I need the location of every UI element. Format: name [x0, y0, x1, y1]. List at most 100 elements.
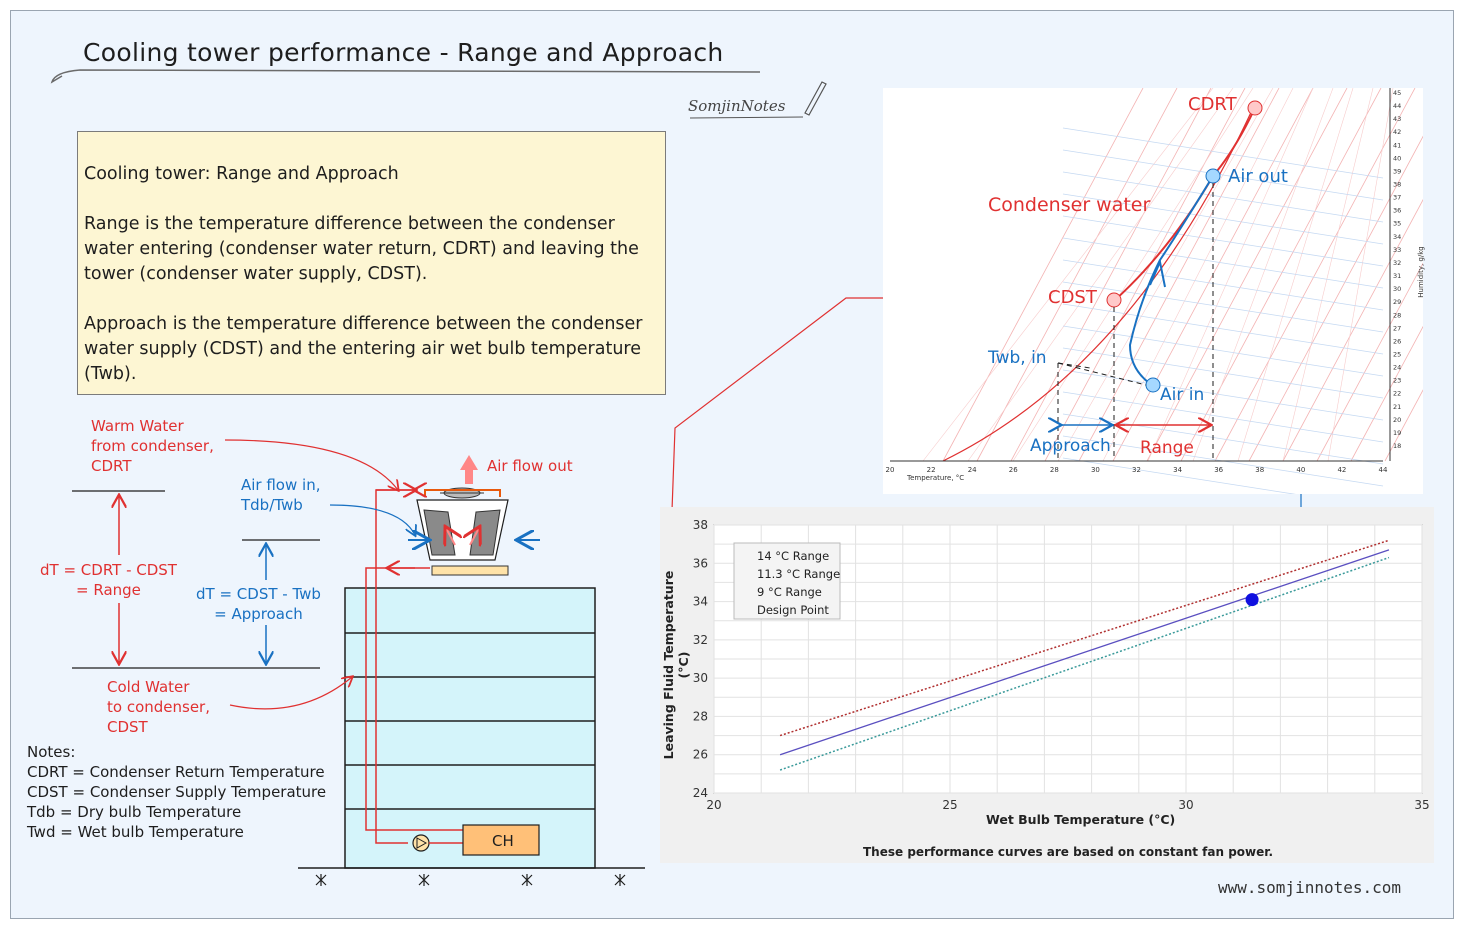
psy-wetbulb-line [1147, 87, 1314, 462]
approach-label: Approach [1030, 436, 1111, 456]
psy-humidity-line [1062, 237, 1384, 289]
legend-item-design: Design Point [757, 603, 829, 617]
psy-y-tick: 38 [1393, 181, 1401, 189]
legend-item-11: 11.3 °C Range [757, 567, 841, 581]
cdst-point [1106, 292, 1122, 308]
psy-humidity-line [1062, 281, 1384, 333]
cdrt-label: CDRT [1188, 94, 1237, 115]
air-out-arrow [460, 455, 478, 484]
air-flow-in-label: Air flow in, Tdb/Twb [241, 476, 321, 514]
air-flow-out-label: Air flow out [487, 457, 573, 475]
twb-in-label: Twb, in [988, 348, 1047, 368]
psy-humidity-line [1062, 149, 1384, 201]
psy-y-tick: 25 [1393, 350, 1401, 358]
psy-wetbulb-line [1057, 87, 1274, 462]
psy-y-tick: 26 [1393, 337, 1401, 345]
warm-water-label: Warm Water from condenser, CDRT [91, 417, 214, 475]
chiller-box [462, 824, 540, 856]
psy-enthalpy-line [1146, 87, 1348, 462]
x-tick-label: 20 [706, 798, 721, 812]
psy-wetbulb-line [1102, 87, 1294, 462]
psy-x-tick: 40 [1296, 466, 1305, 474]
psy-humidity-line [1062, 325, 1384, 377]
design-point [1245, 593, 1259, 607]
y-tick-label: 34 [693, 595, 708, 609]
cdrt-point [1247, 100, 1263, 116]
psy-y-tick: 42 [1393, 128, 1401, 136]
chart-legend [733, 542, 841, 620]
psy-enthalpy-line [1078, 87, 1280, 462]
psy-wetbulb-line [1012, 87, 1254, 462]
legend-entries: 14 °C Range 11.3 °C Range 9 °C Range Des… [757, 547, 840, 619]
psy-wetbulb-line [1192, 87, 1334, 462]
page-title: Cooling tower performance - Range and Ap… [83, 38, 724, 67]
psy-y-tick: 24 [1393, 364, 1401, 372]
chart-y-label: Leaving Fluid Temperature (°C) [661, 570, 691, 760]
x-tick-label: 35 [1414, 798, 1429, 812]
psy-enthalpy-line [1180, 87, 1382, 462]
psy-y-tick: 30 [1393, 285, 1401, 293]
psy-x-tick: 36 [1214, 466, 1223, 474]
chart-x-label: Wet Bulb Temperature (°C) [986, 812, 1176, 827]
building [344, 587, 596, 869]
psy-x-tick: 28 [1050, 466, 1059, 474]
psy-x-tick: 22 [927, 466, 936, 474]
air-out-label: Air out [1228, 166, 1288, 187]
range-label: Range [1140, 438, 1194, 458]
y-tick-label: 32 [693, 633, 708, 647]
psychrometric-svg: 20 22 24 26 28 30 32 34 36 38 40 42 44 18 19 20 21 22 23 2… [886, 87, 1464, 509]
psy-x-tick: 38 [1255, 466, 1264, 474]
psy-y-tick: 36 [1393, 207, 1401, 215]
brand-logo: SomjinNotes [688, 97, 786, 115]
y-tick-label: 30 [693, 671, 708, 685]
psy-humidity-line [1062, 303, 1384, 355]
psy-y-tick: 40 [1393, 154, 1401, 162]
chart-footnote: These performance curves are based on co… [863, 845, 1274, 859]
psy-x-tick: 34 [1173, 466, 1182, 474]
psy-humidity-line [1062, 127, 1384, 179]
note-heading: Cooling tower: Range and Approach [84, 164, 399, 184]
psy-y-tick: 44 [1393, 102, 1401, 110]
cdst-label: CDST [1048, 287, 1097, 308]
psy-x-tick: 44 [1379, 466, 1388, 474]
psy-wetbulb-line [922, 87, 1214, 462]
series-line-1 [779, 549, 1390, 756]
psy-y-tick: 31 [1393, 272, 1401, 280]
y-tick-label: 28 [693, 709, 708, 723]
psy-y-tick: 32 [1393, 259, 1401, 267]
y-tick-label: 24 [693, 786, 708, 800]
condenser-water-label: Condenser water [988, 194, 1151, 216]
psy-enthalpy-line [1384, 312, 1464, 462]
psy-y-tick: 19 [1393, 429, 1401, 437]
psy-y-tick: 28 [1393, 311, 1401, 319]
legend-item-14: 14 °C Range [757, 549, 830, 563]
air-in-label: Air in [1160, 385, 1205, 405]
definition-note: Cooling tower: Range and Approach Range … [77, 131, 666, 395]
psy-y-tick: 41 [1393, 141, 1401, 149]
psy-y-tick: 43 [1393, 115, 1401, 123]
title-underline [50, 69, 761, 84]
psy-x-tick: 32 [1132, 466, 1141, 474]
psy-humidity-line [1062, 259, 1384, 311]
psy-y-tick: 27 [1393, 324, 1401, 332]
psy-x-tick: 26 [1009, 466, 1018, 474]
y-tick-label: 26 [693, 748, 708, 762]
approach-definition: Approach is the temperature difference b… [84, 314, 643, 384]
psy-y-tick: 39 [1393, 167, 1401, 175]
psy-enthalpy-line [1316, 185, 1464, 462]
air-in-point [1145, 377, 1161, 393]
psy-y-tick: 21 [1393, 403, 1401, 411]
psy-wetbulb-line [967, 87, 1234, 462]
psy-y-tick: 37 [1393, 194, 1401, 202]
ground-marks [315, 874, 626, 886]
psy-y-tick: 20 [1393, 416, 1401, 424]
psy-enthalpy-line [1010, 87, 1212, 462]
psy-wetbulb-line [1282, 87, 1374, 462]
psy-enthalpy-line [976, 87, 1178, 462]
psy-y-tick: 22 [1393, 390, 1401, 398]
psy-humidity-line [1062, 215, 1384, 267]
psy-humidity-line [1062, 193, 1384, 245]
legend-item-9: 9 °C Range [757, 585, 822, 599]
